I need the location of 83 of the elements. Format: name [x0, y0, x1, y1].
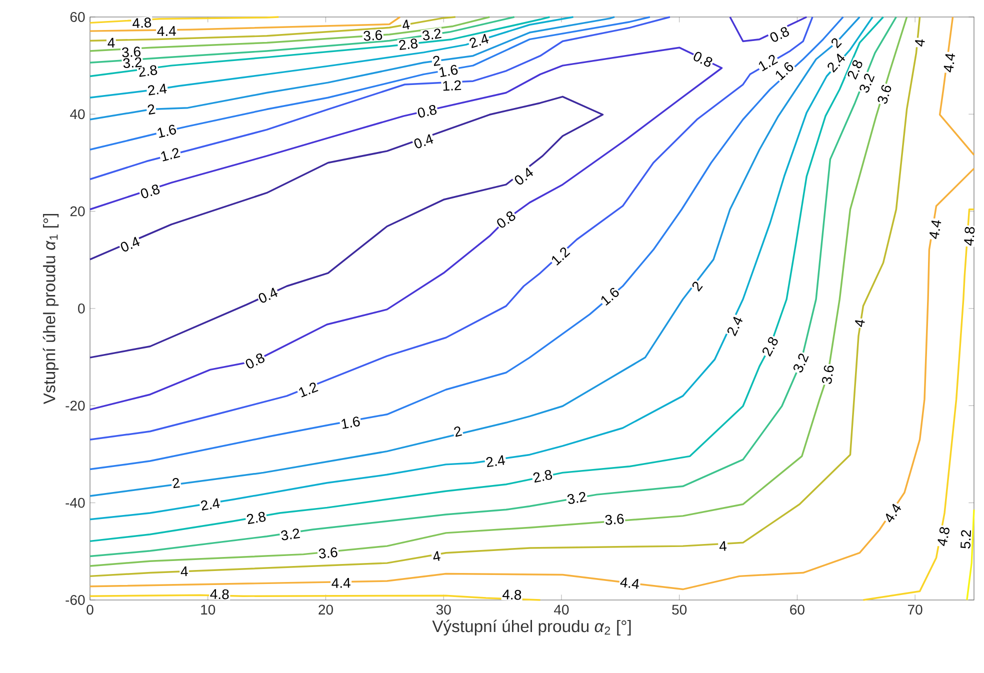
line-series	[89, 16, 574, 98]
annotation: 2.8	[246, 512, 266, 524]
annotation: 1.2	[758, 54, 778, 72]
annotation: 2	[832, 38, 842, 48]
annotation: 2.4	[201, 498, 220, 511]
annotation: 3.6	[364, 30, 382, 41]
annotation: 2.4	[470, 34, 489, 48]
annotation: 4	[719, 541, 727, 551]
annotation: 0.8	[246, 353, 264, 368]
annotation: 4.4	[944, 54, 956, 72]
line-series	[938, 16, 975, 156]
annotation: 1.2	[552, 247, 570, 266]
annotation: 0.8	[418, 105, 437, 118]
annotation: 4.4	[157, 26, 176, 36]
annotation: 0.4	[414, 134, 434, 148]
annotation: 4.4	[930, 220, 942, 239]
annotation: 3.2	[793, 354, 809, 372]
annotation: 1.6	[601, 288, 619, 306]
annotation: 2.4	[828, 54, 846, 73]
y-tick-label: 60	[70, 12, 85, 22]
annotation: 2.8	[533, 470, 552, 483]
annotation: 1.6	[439, 64, 458, 78]
line-series	[89, 16, 616, 120]
annotation: 4.4	[332, 578, 350, 588]
annotation: 3.6	[878, 84, 892, 104]
annotation: 2.8	[762, 337, 778, 357]
x-tick-label: 10	[201, 604, 216, 615]
y-axis-title: Vstupní úhel proudu α$_{1}$ [°]	[42, 214, 59, 404]
annotation: 4	[915, 39, 925, 47]
annotation: 2.8	[399, 38, 418, 50]
y-tick-label: 20	[70, 206, 85, 216]
annotation: 4.8	[502, 590, 522, 600]
y-tick-label: -40	[66, 498, 85, 508]
annotation: 0.4	[258, 288, 278, 303]
annotation: 4	[180, 566, 188, 576]
annotation: 0.4	[120, 236, 140, 252]
annotation: 4.8	[938, 527, 950, 546]
annotation: 4	[108, 38, 115, 48]
annotation: 4.8	[132, 18, 152, 28]
annotation: 3.2	[281, 528, 300, 540]
annotation: 0.8	[497, 211, 516, 228]
annotation: 3.6	[605, 514, 624, 525]
annotation: 1.6	[342, 416, 360, 429]
annotation: 4	[433, 551, 440, 561]
annotation: 0.8	[770, 27, 789, 42]
annotation: 2.4	[727, 316, 743, 336]
annotation: 1.6	[776, 62, 794, 80]
annotation: 3.6	[122, 46, 140, 58]
annotation: 3.6	[318, 547, 338, 558]
annotation: 1.2	[161, 148, 180, 162]
x-tick-label: 20	[318, 604, 333, 615]
annotation: 3.2	[567, 492, 586, 504]
annotation: 5.2	[960, 530, 971, 549]
annotation: 2	[454, 426, 462, 437]
line-series	[89, 168, 975, 590]
x-tick-label: 70	[908, 604, 922, 615]
y-tick-label: -20	[66, 400, 85, 411]
annotation: 4.8	[964, 227, 975, 246]
y-tick-label: 40	[70, 109, 85, 120]
annotation: 1.2	[299, 382, 318, 398]
x-tick-label: 0	[86, 604, 94, 615]
x-axis-title: Výstupní úhel proudu α$_{2}$ [°]	[432, 620, 631, 636]
x-tick-label: 50	[672, 604, 687, 615]
x-tick-label: 40	[554, 604, 569, 615]
annotation: 2.4	[486, 455, 506, 468]
annotation: 4	[855, 320, 865, 327]
annotation: 4.4	[886, 504, 902, 522]
line-series	[89, 16, 551, 78]
annotation: 1.2	[443, 80, 462, 91]
annotation: 2	[433, 56, 440, 66]
annotation: 2	[692, 282, 703, 292]
annotation: 0.4	[514, 168, 533, 185]
annotation: 0.8	[140, 184, 160, 198]
annotation: 3.2	[422, 28, 442, 40]
y-tick-label: -60	[66, 595, 85, 605]
annotation: 4	[402, 20, 410, 30]
x-tick-label: 30	[436, 604, 451, 615]
x-tick-label: 60	[790, 604, 804, 615]
annotation: 2	[172, 478, 180, 488]
annotation: 4.8	[210, 589, 229, 600]
y-tick-label: 0	[78, 304, 85, 314]
annotation: 0.8	[694, 52, 712, 67]
annotation: 2	[148, 104, 156, 115]
